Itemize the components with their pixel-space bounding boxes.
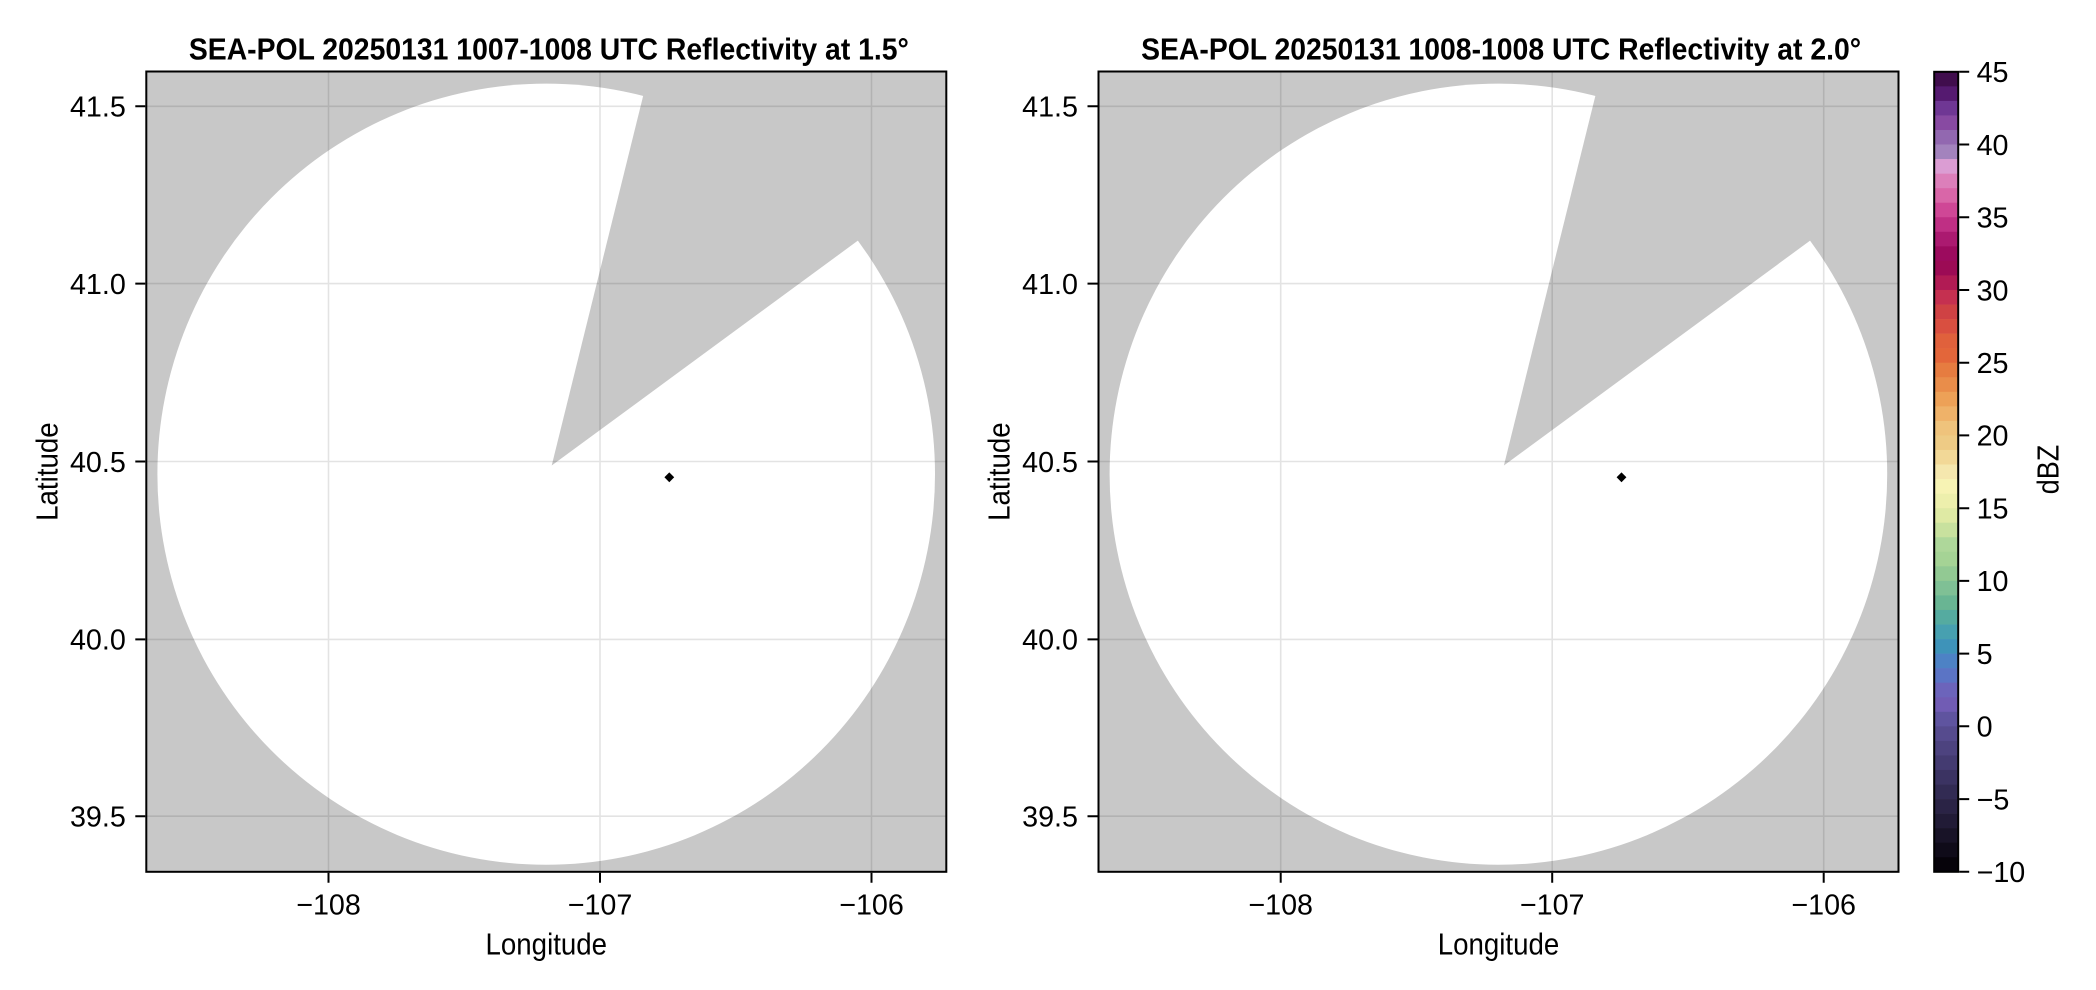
svg-text:SEA-POL 20250131 1007-1008 UTC: SEA-POL 20250131 1007-1008 UTC Reflectiv… [189, 31, 909, 66]
svg-text:Longitude: Longitude [486, 929, 608, 962]
svg-text:20: 20 [1977, 421, 2009, 453]
svg-text:dBZ: dBZ [2033, 445, 2066, 495]
svg-text:35: 35 [1977, 203, 2009, 235]
svg-text:−107: −107 [568, 890, 633, 922]
svg-text:Latitude: Latitude [32, 422, 65, 520]
svg-text:39.5: 39.5 [70, 802, 126, 834]
svg-text:−108: −108 [296, 890, 361, 922]
svg-text:−10: −10 [1977, 857, 2026, 889]
svg-text:41.5: 41.5 [70, 92, 126, 124]
svg-text:40.5: 40.5 [70, 447, 126, 479]
svg-text:−5: −5 [1977, 784, 2010, 816]
svg-text:45: 45 [1977, 57, 2009, 89]
svg-text:−106: −106 [839, 890, 904, 922]
svg-text:SEA-POL 20250131 1008-1008 UTC: SEA-POL 20250131 1008-1008 UTC Reflectiv… [1141, 31, 1861, 66]
svg-text:0: 0 [1977, 712, 1993, 744]
svg-text:5: 5 [1977, 639, 1993, 671]
svg-text:25: 25 [1977, 348, 2009, 380]
svg-text:10: 10 [1977, 566, 2009, 598]
svg-text:15: 15 [1977, 494, 2009, 526]
svg-text:30: 30 [1977, 275, 2009, 307]
svg-text:40: 40 [1977, 130, 2009, 162]
svg-text:40.0: 40.0 [70, 625, 126, 657]
svg-text:41.0: 41.0 [70, 269, 126, 301]
